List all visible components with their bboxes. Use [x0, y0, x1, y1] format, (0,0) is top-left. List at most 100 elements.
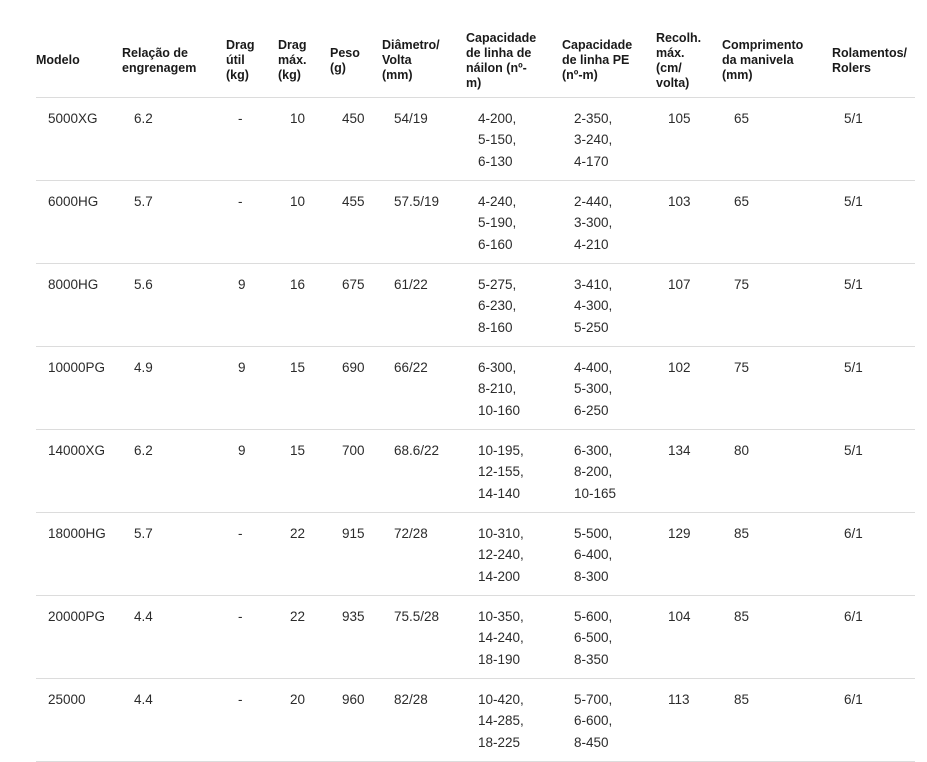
- spec-cell: 700: [330, 429, 382, 513]
- spec-cell: 80: [722, 429, 832, 513]
- spec-cell: 9: [226, 263, 278, 347]
- table-header-row: Modelo Relação de engrenagem Drag útil (kg…: [36, 25, 915, 98]
- column-header: Drag máx. (kg): [278, 25, 330, 98]
- spec-cell: 6/1: [832, 595, 915, 679]
- spec-cell: 113: [656, 678, 722, 762]
- spec-cell: 102: [656, 346, 722, 430]
- spec-cell: 6-300, 8-210, 10-160: [466, 346, 562, 430]
- spec-cell: -: [226, 678, 278, 762]
- column-header: Peso (g): [330, 25, 382, 98]
- spec-cell: 15: [278, 346, 330, 430]
- spec-cell: 61/22: [382, 263, 466, 347]
- spec-cell: 10-310, 12-240, 14-200: [466, 512, 562, 596]
- model-cell: 5000XG: [36, 97, 122, 181]
- table-body: 5000XG 6.2-10 450 54/19 4-200, 5-150, 6-130 2…: [36, 97, 915, 762]
- spec-cell: 5-600, 6-500, 8-350: [562, 595, 656, 679]
- column-header: Comprimento da manivela (mm): [722, 25, 832, 98]
- model-cell: 10000PG: [36, 346, 122, 430]
- spec-cell: 9: [226, 346, 278, 430]
- spec-cell: 690: [330, 346, 382, 430]
- spec-cell: 66/22: [382, 346, 466, 430]
- table-row: 6000HG 5.7-10 455 57.5/19 4-240, 5-190, 6-16…: [36, 180, 915, 264]
- spec-cell: 450: [330, 97, 382, 181]
- model-cell: 6000HG: [36, 180, 122, 264]
- model-cell: 20000PG: [36, 595, 122, 679]
- spec-cell: -: [226, 595, 278, 679]
- spec-cell: 85: [722, 512, 832, 596]
- spec-cell: 103: [656, 180, 722, 264]
- column-header: Relação de engrenagem: [122, 25, 226, 98]
- spec-cell: 10-420, 14-285, 18-225: [466, 678, 562, 762]
- spec-cell: 960: [330, 678, 382, 762]
- column-header: Capacidade de linha de náilon (nº- m): [466, 25, 562, 98]
- table-row: 18000HG 5.7-22 915 72/28 10-310, 12-240, 14-…: [36, 512, 915, 596]
- spec-cell: 82/28: [382, 678, 466, 762]
- spec-cell: 915: [330, 512, 382, 596]
- spec-cell: 2-350, 3-240, 4-170: [562, 97, 656, 181]
- spec-cell: 105: [656, 97, 722, 181]
- spec-cell: 57.5/19: [382, 180, 466, 264]
- spec-cell: 5-700, 6-600, 8-450: [562, 678, 656, 762]
- spec-cell: 129: [656, 512, 722, 596]
- spec-cell: 65: [722, 97, 832, 181]
- spec-cell: -: [226, 97, 278, 181]
- spec-cell: 10-195, 12-155, 14-140: [466, 429, 562, 513]
- spec-cell: 10-350, 14-240, 18-190: [466, 595, 562, 679]
- model-cell: 18000HG: [36, 512, 122, 596]
- table-row: 25000 4.4-20 960 82/28 10-420, 14-285, 18-22…: [36, 678, 915, 762]
- spec-cell: 6.2: [122, 97, 226, 181]
- spec-cell: 2-440, 3-300, 4-210: [562, 180, 656, 264]
- spec-cell: 675: [330, 263, 382, 347]
- spec-cell: 6/1: [832, 512, 915, 596]
- table-row: 14000XG 6.2 9 15 700 68.6/22 10-195, 12-155, 1…: [36, 429, 915, 513]
- spec-cell: 4.9: [122, 346, 226, 430]
- table-row: 10000PG 4.9 9 15 690 66/22 6-300, 8-210, 10-16…: [36, 346, 915, 430]
- spec-cell: 4.4: [122, 595, 226, 679]
- spec-cell: 5.7: [122, 180, 226, 264]
- model-cell: 25000: [36, 678, 122, 762]
- model-cell: 14000XG: [36, 429, 122, 513]
- spec-cell: 72/28: [382, 512, 466, 596]
- spec-cell: 134: [656, 429, 722, 513]
- column-header: Recolh. máx. (cm/ volta): [656, 25, 722, 98]
- spec-cell: -: [226, 512, 278, 596]
- spec-cell: 10: [278, 180, 330, 264]
- spec-cell: 107: [656, 263, 722, 347]
- spec-cell: 4-400, 5-300, 6-250: [562, 346, 656, 430]
- spec-cell: 68.6/22: [382, 429, 466, 513]
- column-header: Modelo: [36, 25, 122, 98]
- table-row: 8000HG 5.6 9 16 675 61/22 5-275, 6-230, 8-160 3…: [36, 263, 915, 347]
- spec-cell: 4.4: [122, 678, 226, 762]
- spec-cell: 85: [722, 678, 832, 762]
- spec-cell: 22: [278, 595, 330, 679]
- spec-cell: 5/1: [832, 346, 915, 430]
- spec-cell: 16: [278, 263, 330, 347]
- spec-cell: 5.6: [122, 263, 226, 347]
- column-header: Capacidade de linha PE (nº-m): [562, 25, 656, 98]
- spec-cell: 6.2: [122, 429, 226, 513]
- spec-cell: 75: [722, 346, 832, 430]
- spec-cell: 3-410, 4-300, 5-250: [562, 263, 656, 347]
- spec-cell: 5-275, 6-230, 8-160: [466, 263, 562, 347]
- spec-cell: 20: [278, 678, 330, 762]
- spec-cell: 104: [656, 595, 722, 679]
- spec-cell: 10: [278, 97, 330, 181]
- spec-cell: 935: [330, 595, 382, 679]
- spec-cell: 65: [722, 180, 832, 264]
- spec-cell: 9: [226, 429, 278, 513]
- table-row: 5000XG 6.2-10 450 54/19 4-200, 5-150, 6-130 2…: [36, 97, 915, 181]
- spec-cell: 5.7: [122, 512, 226, 596]
- spec-cell: 5/1: [832, 429, 915, 513]
- spec-cell: 4-200, 5-150, 6-130: [466, 97, 562, 181]
- spec-cell: 54/19: [382, 97, 466, 181]
- spec-cell: 5/1: [832, 180, 915, 264]
- column-header: Diâmetro/ Volta (mm): [382, 25, 466, 98]
- spec-cell: 75.5/28: [382, 595, 466, 679]
- spec-cell: 22: [278, 512, 330, 596]
- spec-cell: 6-300, 8-200, 10-165: [562, 429, 656, 513]
- specs-table: Modelo Relação de engrenagem Drag útil (kg…: [36, 25, 915, 762]
- table-row: 20000PG 4.4-22 935 75.5/28 10-350, 14-240, 1…: [36, 595, 915, 679]
- spec-cell: 6/1: [832, 678, 915, 762]
- model-cell: 8000HG: [36, 263, 122, 347]
